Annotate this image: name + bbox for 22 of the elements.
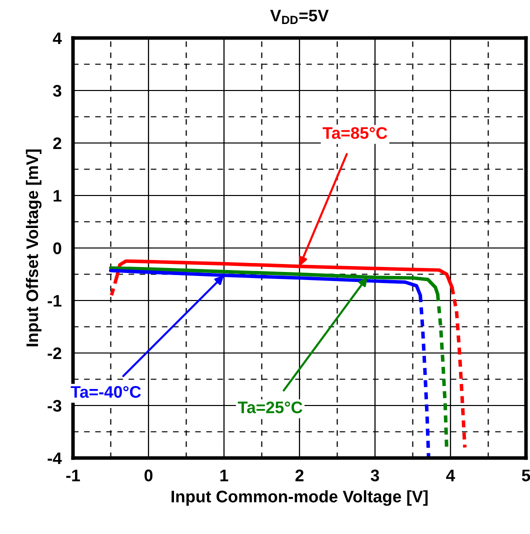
x-tick-label: 1 [220,470,228,482]
y-tick-label: 4 [52,32,62,44]
y-axis-title: Input Offset Voltage [mV] [26,150,42,346]
x-tick-label: 4 [446,470,456,482]
x-axis-title: Input Common-mode Voltage [V] [172,490,428,506]
x-tick-label: 2 [295,470,304,482]
y-tick-label: -4 [48,452,62,464]
annotation: Ta=25°C [238,401,302,414]
y-tick-label: -1 [48,295,62,307]
y-tick-label: 3 [53,84,62,97]
annotation: Ta=-40°C [70,386,141,398]
y-tick-label: 2 [53,137,62,150]
chart-title: V$_{DD}$=5V [270,10,329,24]
annotation: Ta=85°C [322,127,388,139]
x-tick-label: 5 [522,470,530,482]
y-tick-label: 1 [54,190,62,202]
y-tick-label: 0 [53,242,62,254]
x-tick-label: 3 [370,470,380,482]
y-tick-label: -2 [48,347,62,360]
x-tick-label: -1 [66,470,80,482]
y-tick-label: -3 [48,400,62,412]
x-tick-label: 0 [144,470,152,482]
